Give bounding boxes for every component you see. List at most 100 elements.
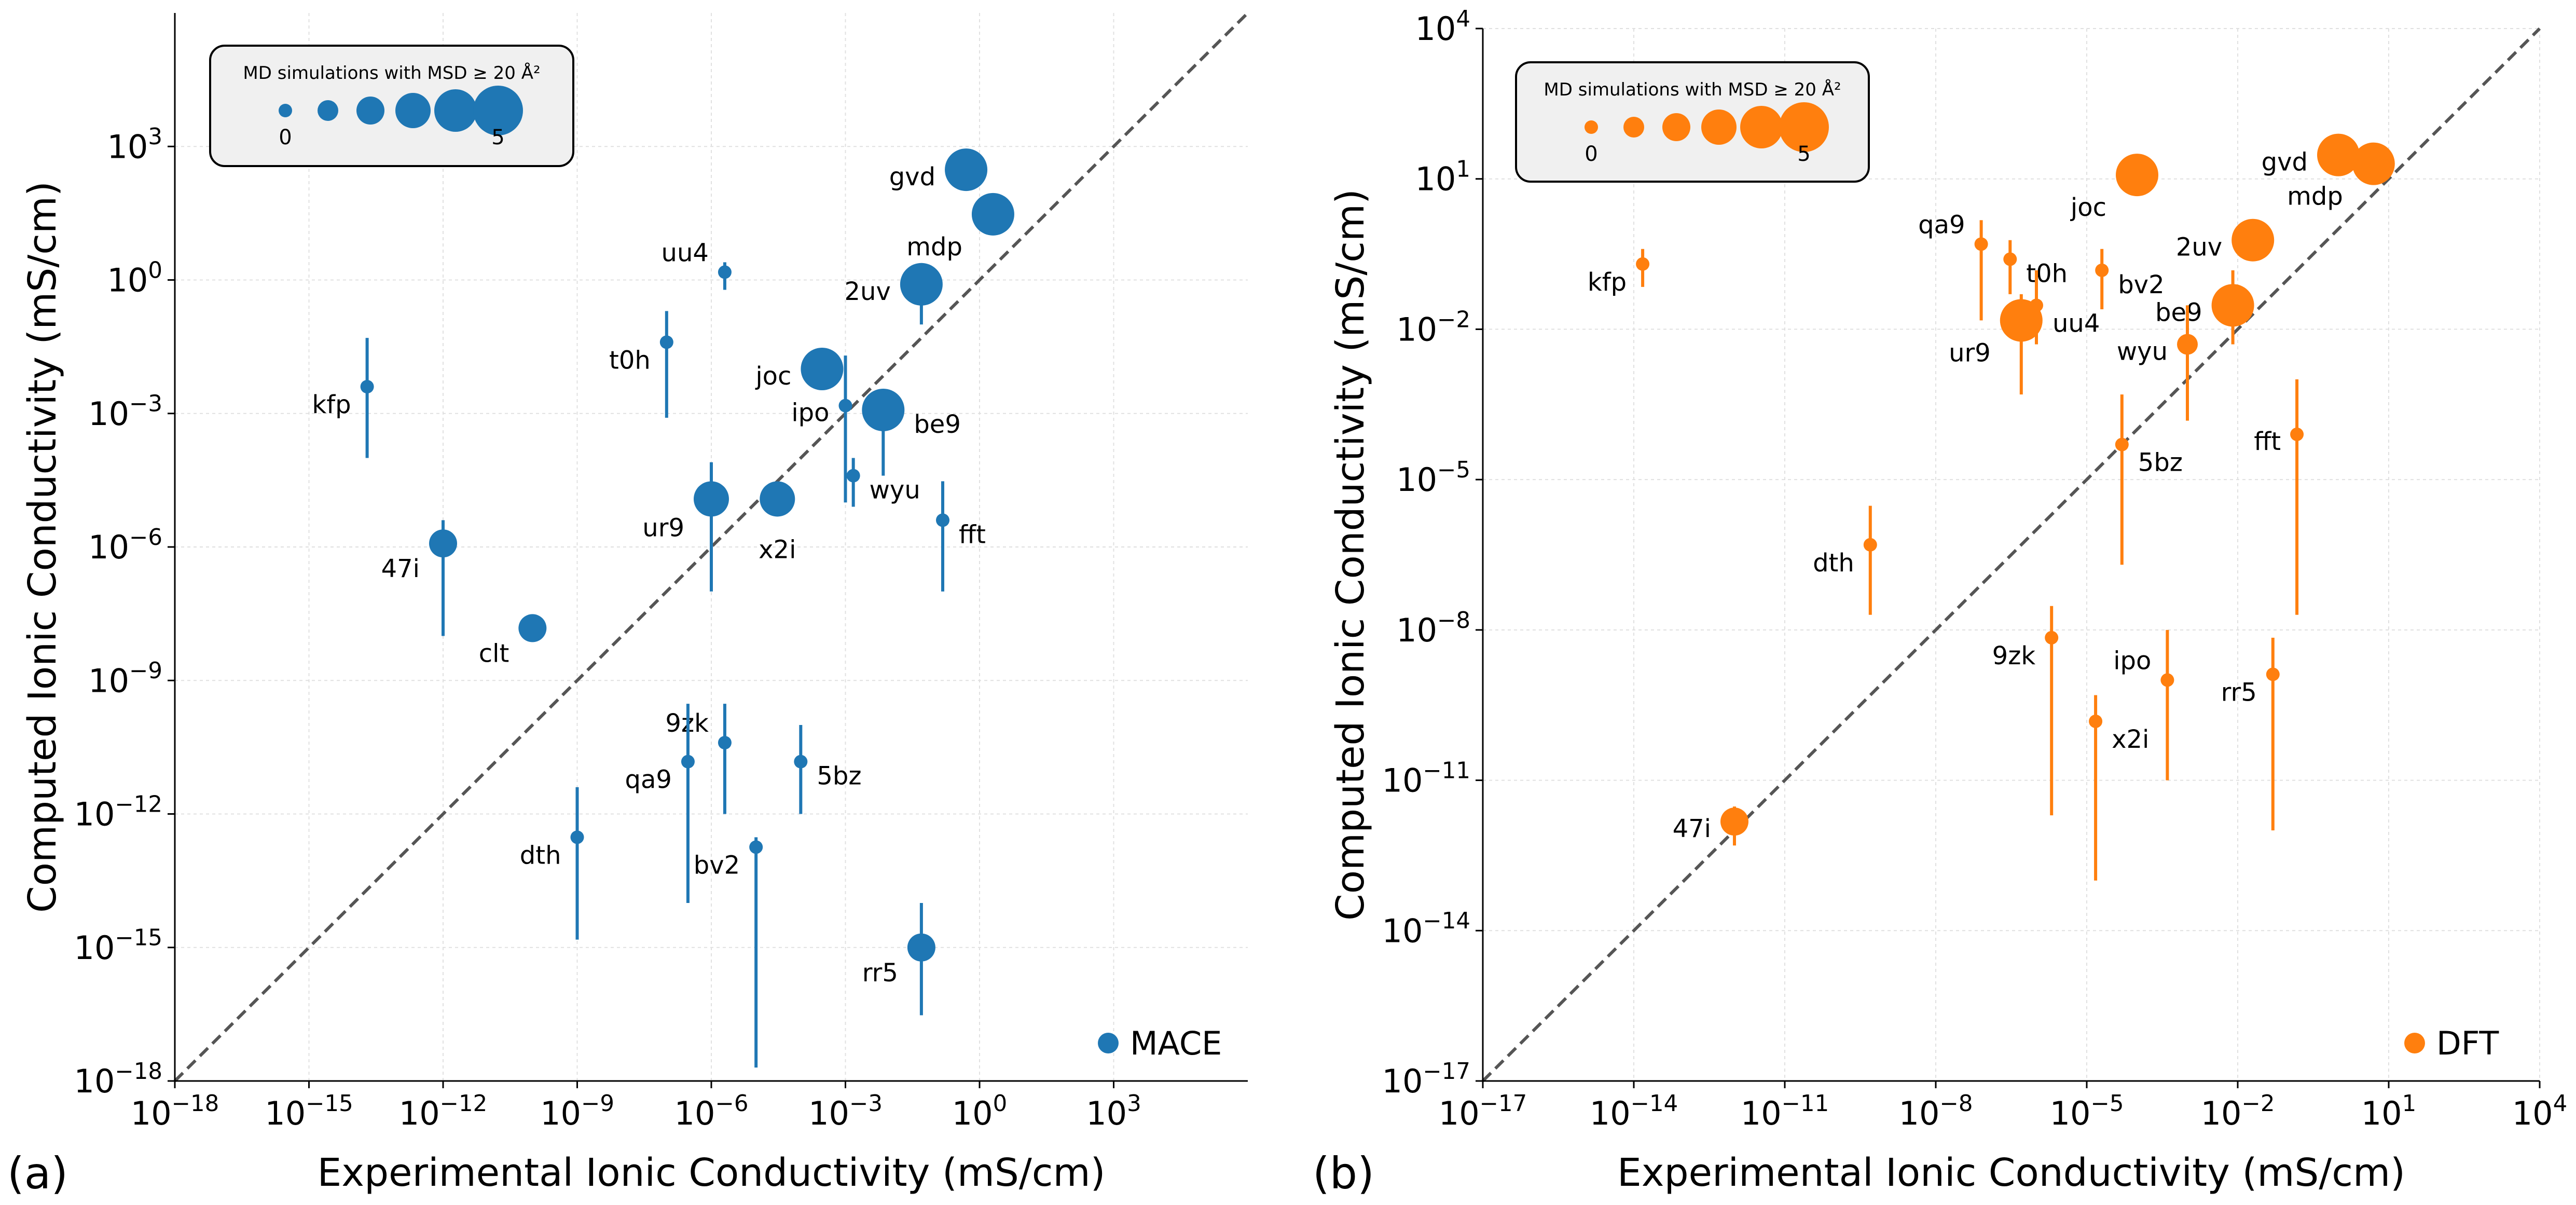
- size-legend-marker: [318, 100, 338, 121]
- x-tick-label: 10−12: [399, 1091, 487, 1132]
- point-ur9: [2000, 299, 2043, 342]
- point-47i: [429, 529, 457, 558]
- point-t0h: [2003, 252, 2017, 266]
- point-label-joc: joc: [2070, 193, 2106, 222]
- x-axis-label: Experimental Ionic Conductivity (mS/cm): [1617, 1151, 2405, 1195]
- x-tick-label: 103: [1086, 1091, 1141, 1132]
- y-tick-label: 10−6: [88, 525, 162, 566]
- point-label-uu4: uu4: [662, 238, 709, 267]
- size-legend-max-label: 5: [491, 126, 504, 149]
- point-label-fft: fft: [959, 520, 986, 549]
- point-fft: [936, 513, 950, 527]
- size-legend-marker: [1623, 117, 1644, 138]
- y-axis-label: Computed Ionic Conductivity (mS/cm): [20, 181, 65, 913]
- size-legend-marker: [1662, 113, 1690, 141]
- y-tick-label: 10−12: [74, 791, 162, 833]
- point-kfp: [360, 380, 374, 394]
- point-label-mdp: mdp: [2287, 182, 2343, 211]
- point-label-47i: 47i: [381, 554, 420, 583]
- point-label-5bz: 5bz: [2138, 448, 2183, 477]
- point-fft: [2290, 427, 2304, 441]
- x-tick-label: 10−3: [808, 1091, 883, 1132]
- point-be9: [862, 388, 905, 431]
- point-ipo: [2160, 673, 2174, 687]
- series-legend: DFT: [2404, 1024, 2499, 1062]
- y-tick-label: 10−17: [1382, 1059, 1470, 1100]
- point-label-dth: dth: [520, 841, 561, 870]
- point-gvd: [945, 148, 988, 191]
- point-ipo: [838, 399, 852, 413]
- size-legend-box: [209, 45, 574, 167]
- point-label-t0h: t0h: [2026, 259, 2068, 288]
- point-label-9zk: 9zk: [1992, 641, 2036, 670]
- x-tick-label: 10−11: [1741, 1091, 1829, 1132]
- point-dth: [570, 830, 584, 844]
- point-label-mdp: mdp: [906, 232, 962, 262]
- size-legend-box: [1515, 61, 1870, 183]
- y-tick-label: 10−15: [74, 925, 162, 967]
- x-axis-label: Experimental Ionic Conductivity (mS/cm): [318, 1151, 1106, 1195]
- size-legend-marker: [1779, 102, 1829, 152]
- point-label-kfp: kfp: [1588, 268, 1627, 297]
- x-tick-label: 101: [2361, 1091, 2417, 1132]
- series-legend-label: DFT: [2436, 1024, 2499, 1062]
- panel-a-tag: (a): [7, 1148, 68, 1199]
- point-label-47i: 47i: [1673, 814, 1711, 843]
- point-label-2uv: 2uv: [2176, 233, 2222, 262]
- point-rr5: [907, 933, 935, 962]
- point-label-ur9: ur9: [642, 513, 684, 542]
- point-dth: [1863, 538, 1877, 552]
- y-tick-label: 10−5: [1396, 457, 1470, 499]
- point-kfp: [1636, 257, 1650, 271]
- point-9zk: [2045, 631, 2059, 645]
- size-legend-min-label: 0: [1585, 142, 1597, 166]
- point-label-qa9: qa9: [1918, 210, 1965, 239]
- point-wyu: [846, 469, 860, 483]
- point-label-be9: be9: [914, 410, 961, 439]
- point-5bz: [794, 755, 808, 769]
- series-legend-marker: [2404, 1033, 2425, 1053]
- series-legend-marker: [1098, 1033, 1119, 1053]
- panel-b-tag: (b): [1313, 1148, 1374, 1199]
- y-tick-label: 10−3: [88, 391, 162, 433]
- point-label-x2i: x2i: [759, 535, 796, 564]
- point-label-gvd: gvd: [889, 162, 935, 191]
- size-legend-marker: [434, 89, 477, 132]
- data-points: gvd mdp joc 2uv qa9 t0h kfp bv2 uu4 ur9 be9 wyu 5bz f…: [1588, 133, 2395, 881]
- point-label-ipo: ipo: [2113, 646, 2151, 675]
- point-47i: [1720, 807, 1748, 836]
- x-tick-label: 10−18: [131, 1091, 219, 1132]
- point-joc: [2116, 154, 2158, 197]
- point-label-qa9: qa9: [625, 765, 672, 795]
- y-tick-label: 10−11: [1382, 758, 1470, 800]
- point-label-x2i: x2i: [2112, 725, 2149, 754]
- point-joc: [801, 348, 844, 390]
- point-label-dth: dth: [1813, 549, 1854, 578]
- point-bv2: [749, 840, 763, 854]
- point-2uv: [900, 263, 943, 306]
- series-legend-label: MACE: [1130, 1024, 1222, 1062]
- size-legend-marker: [1585, 120, 1598, 134]
- size-legend-marker: [356, 97, 384, 125]
- point-x2i: [760, 481, 795, 517]
- size-legend-marker: [1701, 109, 1737, 145]
- point-label-fft: fft: [2254, 427, 2281, 456]
- point-mdp: [2352, 142, 2395, 185]
- point-label-wyu: wyu: [870, 476, 920, 505]
- x-tick-label: 10−14: [1590, 1091, 1678, 1132]
- point-t0h: [659, 335, 673, 349]
- point-label-clt: clt: [479, 639, 509, 668]
- size-legend: MD simulations with MSD ≥ 20 Å² 0 5: [209, 45, 574, 167]
- point-label-bv2: bv2: [694, 851, 740, 880]
- size-legend-marker: [279, 104, 292, 117]
- x-tick-label: 104: [2512, 1091, 2568, 1132]
- x-tick-label: 10−15: [265, 1091, 353, 1132]
- y-tick-label: 10−18: [74, 1059, 162, 1100]
- y-tick-label: 10−2: [1396, 307, 1470, 348]
- point-label-gvd: gvd: [2262, 148, 2308, 177]
- point-be9: [2211, 284, 2254, 327]
- point-label-2uv: 2uv: [845, 277, 891, 306]
- chart-panel-a: 10−18 10−15 10−12 10−9 10−6 10−3 100 103 10−18 10…: [20, 11, 1249, 1195]
- point-label-ipo: ipo: [791, 399, 829, 428]
